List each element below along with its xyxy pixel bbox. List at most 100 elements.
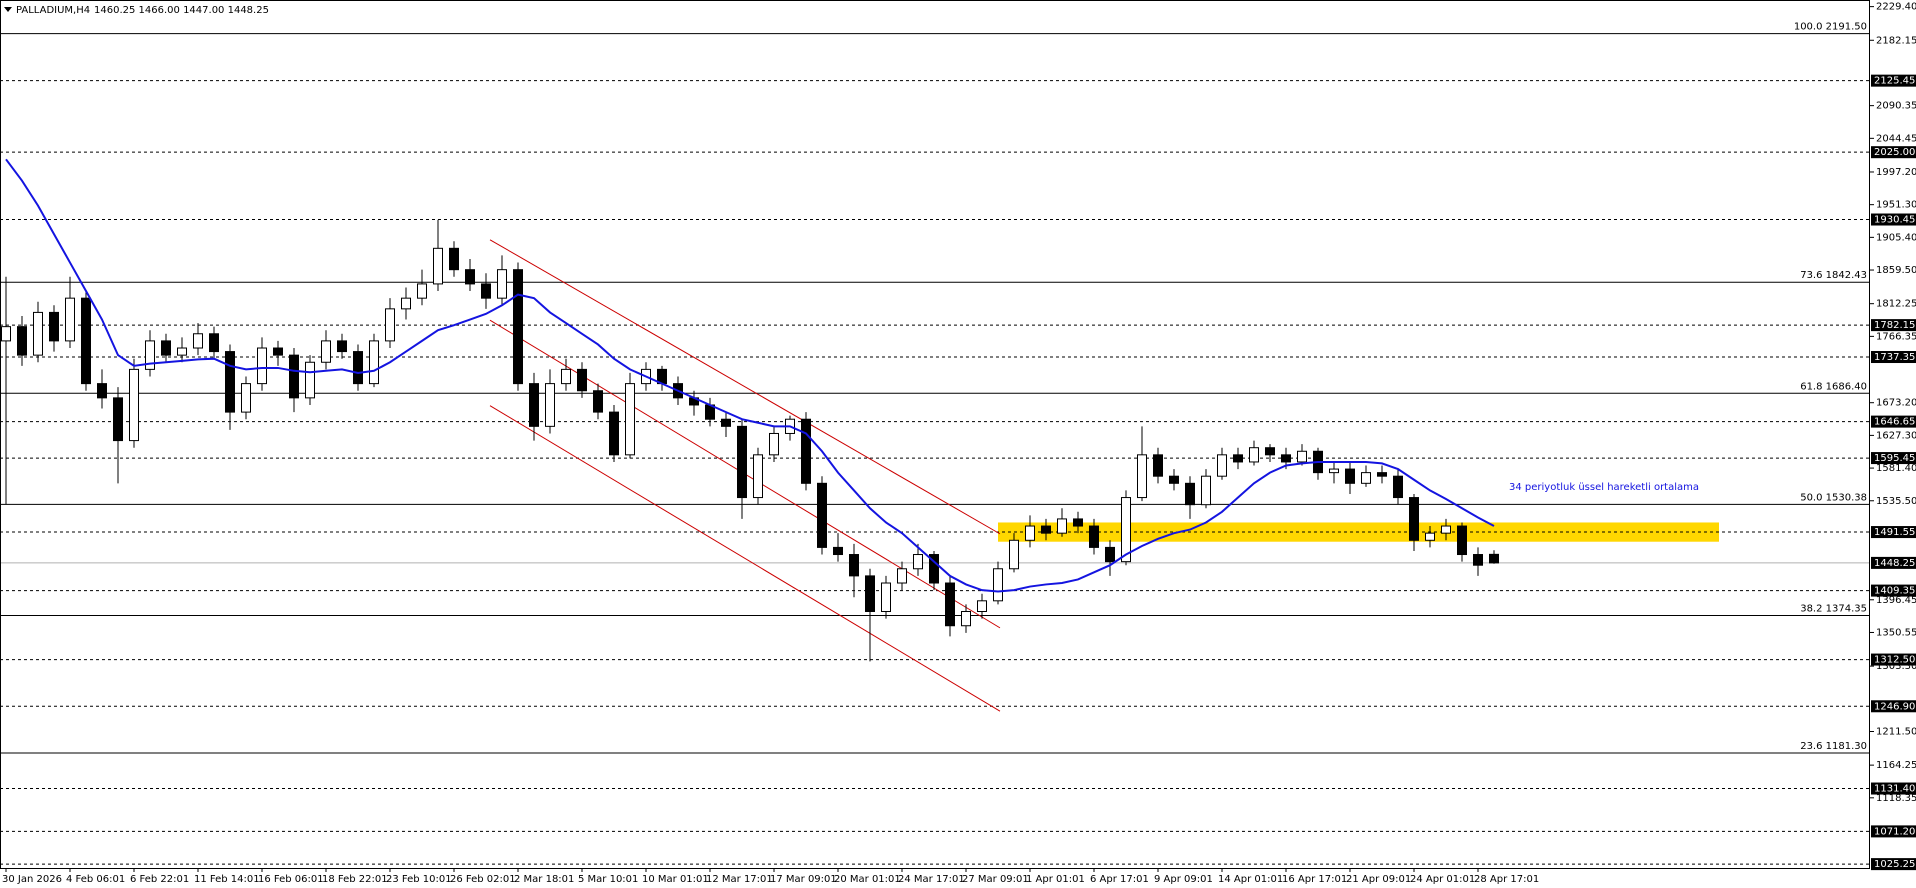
level-box bbox=[1871, 653, 1916, 666]
x-tick-label: 14 Apr 01:01 bbox=[1218, 874, 1283, 885]
level-label: 1737.35 bbox=[1874, 352, 1915, 363]
y-tick-label: 1905.40 bbox=[1876, 232, 1916, 243]
candle-body bbox=[305, 361, 315, 399]
level-box bbox=[1871, 452, 1916, 465]
candle-body bbox=[353, 351, 363, 385]
candle-body bbox=[129, 368, 139, 442]
candle-body bbox=[1, 326, 11, 342]
candle-body bbox=[609, 411, 619, 456]
x-tick-label: 6 Apr 17:01 bbox=[1090, 874, 1149, 885]
candle-body bbox=[497, 269, 507, 299]
candle-body bbox=[321, 340, 331, 363]
level-label: 1595.45 bbox=[1874, 453, 1915, 464]
y-tick-label: 1164.25 bbox=[1876, 760, 1916, 771]
level-label: 1025.25 bbox=[1874, 859, 1915, 870]
candle-body bbox=[1073, 518, 1083, 527]
candle-body bbox=[1297, 450, 1307, 463]
candle-body bbox=[993, 568, 1003, 602]
y-tick-label: 1951.30 bbox=[1876, 200, 1916, 211]
candle-body bbox=[289, 354, 299, 399]
level-label: 1071.20 bbox=[1874, 826, 1915, 837]
candle-body bbox=[881, 582, 891, 612]
candle-body bbox=[961, 610, 971, 627]
x-tick-label: 6 Feb 22:01 bbox=[130, 874, 189, 885]
ema-label: 34 periyotluk üssel hareketli ortalama bbox=[1509, 482, 1699, 493]
y-tick-label: 1766.35 bbox=[1876, 331, 1916, 342]
candle-body bbox=[1425, 532, 1435, 541]
y-tick-label: 2090.35 bbox=[1876, 101, 1916, 112]
candle-body bbox=[561, 368, 571, 385]
candle-body bbox=[1233, 454, 1243, 463]
candle-body bbox=[1377, 472, 1387, 477]
candle-body bbox=[929, 554, 939, 584]
candle-body bbox=[337, 340, 347, 353]
candle-body bbox=[833, 546, 843, 556]
x-tick-label: 23 Feb 10:01 bbox=[386, 874, 452, 885]
level-label: 1409.35 bbox=[1874, 586, 1915, 597]
candle-body bbox=[1025, 525, 1035, 541]
symbol: PALLADIUM,H4 bbox=[16, 5, 90, 16]
candle-body bbox=[1105, 546, 1115, 563]
candle-body bbox=[1345, 468, 1355, 484]
x-tick-label: 4 Feb 06:01 bbox=[66, 874, 125, 885]
x-tick-label: 10 Mar 01:01 bbox=[642, 874, 709, 885]
plot-frame bbox=[0, 0, 1870, 869]
y-tick-label: 1812.25 bbox=[1876, 299, 1916, 310]
candle-body bbox=[257, 347, 267, 385]
candle-body bbox=[369, 340, 379, 385]
y-tick-label: 1997.20 bbox=[1876, 167, 1916, 178]
candle-body bbox=[913, 554, 923, 570]
candle-body bbox=[977, 600, 987, 612]
level-label: 1646.65 bbox=[1874, 417, 1915, 428]
candle-body bbox=[593, 390, 603, 413]
y-tick-label: 2182.15 bbox=[1876, 35, 1916, 46]
level-box bbox=[1871, 213, 1916, 226]
candle-body bbox=[209, 333, 219, 353]
x-tick-label: 20 Mar 01:01 bbox=[834, 874, 901, 885]
candle-body bbox=[1009, 539, 1019, 570]
y-tick-label: 1535.50 bbox=[1876, 496, 1916, 507]
candle-body bbox=[1121, 497, 1131, 563]
x-tick-label: 2 Mar 18:01 bbox=[514, 874, 574, 885]
level-box bbox=[1871, 782, 1916, 795]
x-tick-label: 11 Feb 14:01 bbox=[194, 874, 260, 885]
y-tick-label: 1627.30 bbox=[1876, 430, 1916, 441]
candle-body bbox=[945, 582, 955, 627]
x-tick-label: 18 Feb 22:01 bbox=[322, 874, 388, 885]
candle-body bbox=[513, 269, 523, 385]
candle-body bbox=[721, 418, 731, 427]
x-tick-label: 27 Mar 09:01 bbox=[962, 874, 1029, 885]
candle-body bbox=[849, 554, 859, 577]
y-tick-label: 1350.55 bbox=[1876, 627, 1916, 638]
candle-body bbox=[401, 297, 411, 310]
candle-body bbox=[177, 347, 187, 356]
level-box bbox=[1871, 858, 1916, 871]
candle-body bbox=[385, 308, 395, 342]
candle-body bbox=[81, 297, 91, 385]
candle-body bbox=[817, 482, 827, 548]
x-tick-label: 16 Feb 06:01 bbox=[258, 874, 324, 885]
level-box bbox=[1871, 526, 1916, 539]
x-tick-label: 21 Apr 09:01 bbox=[1346, 874, 1411, 885]
candle-body bbox=[1441, 525, 1451, 534]
y-tick-label: 1118.35 bbox=[1876, 793, 1916, 804]
level-box bbox=[1871, 700, 1916, 713]
fib-label: 38.2 1374.35 bbox=[1800, 604, 1867, 615]
candle-body bbox=[449, 247, 459, 271]
candle-body bbox=[1057, 518, 1067, 534]
candle-body bbox=[1361, 472, 1371, 484]
menu-arrow[interactable] bbox=[4, 7, 12, 12]
x-tick-label: 12 Mar 17:01 bbox=[706, 874, 773, 885]
quote: 1460.25 1466.00 1447.00 1448.25 bbox=[94, 5, 269, 16]
candle-body bbox=[769, 432, 779, 456]
x-tick-label: 24 Mar 17:01 bbox=[898, 874, 965, 885]
fib-label: 61.8 1686.40 bbox=[1800, 381, 1867, 392]
candle-body bbox=[49, 311, 59, 342]
y-tick-label: 1581.40 bbox=[1876, 463, 1916, 474]
candle-body bbox=[1329, 468, 1339, 474]
candle-body bbox=[1409, 497, 1419, 541]
level-label: 2025.00 bbox=[1874, 147, 1915, 158]
